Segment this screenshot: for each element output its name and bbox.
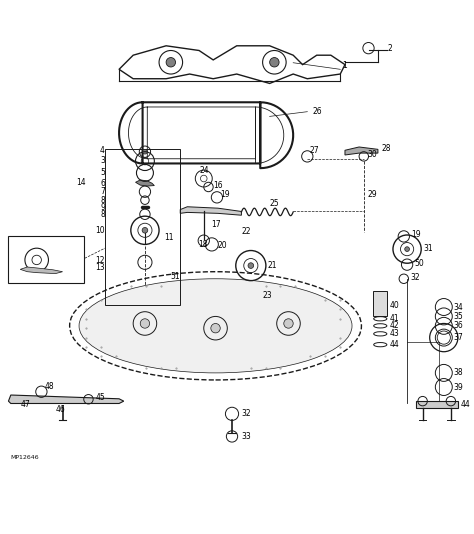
Text: 33: 33 bbox=[241, 432, 251, 441]
Text: 35: 35 bbox=[453, 312, 463, 321]
Text: 40: 40 bbox=[390, 301, 400, 310]
Text: 37: 37 bbox=[453, 333, 463, 342]
Ellipse shape bbox=[79, 279, 352, 373]
Polygon shape bbox=[345, 147, 378, 155]
Text: 44: 44 bbox=[390, 340, 400, 349]
Text: 27: 27 bbox=[310, 146, 319, 155]
Text: 23: 23 bbox=[263, 290, 272, 300]
Text: 5: 5 bbox=[100, 168, 105, 177]
Text: 19: 19 bbox=[411, 231, 420, 239]
Circle shape bbox=[405, 247, 410, 252]
Text: 38: 38 bbox=[453, 368, 463, 378]
Text: 31: 31 bbox=[423, 244, 433, 253]
Text: 16: 16 bbox=[213, 181, 223, 190]
Circle shape bbox=[140, 319, 150, 328]
Text: 43: 43 bbox=[390, 329, 400, 339]
Text: 34: 34 bbox=[453, 302, 463, 311]
Text: 3: 3 bbox=[100, 156, 105, 165]
Text: 24: 24 bbox=[199, 166, 209, 175]
Text: 17: 17 bbox=[211, 220, 220, 229]
Text: 36: 36 bbox=[453, 321, 463, 331]
Text: 47: 47 bbox=[20, 400, 30, 409]
FancyBboxPatch shape bbox=[373, 290, 387, 317]
Text: 10: 10 bbox=[95, 226, 105, 235]
Text: 50: 50 bbox=[415, 259, 424, 268]
Polygon shape bbox=[180, 207, 241, 215]
Text: 48: 48 bbox=[45, 382, 55, 391]
Text: 20: 20 bbox=[218, 241, 228, 250]
Text: 46: 46 bbox=[55, 405, 65, 414]
Circle shape bbox=[284, 319, 293, 328]
Text: 14: 14 bbox=[76, 178, 86, 187]
Circle shape bbox=[166, 58, 175, 67]
Circle shape bbox=[270, 58, 279, 67]
Text: 7: 7 bbox=[100, 187, 105, 196]
Text: 25: 25 bbox=[270, 199, 279, 208]
Text: 44: 44 bbox=[460, 400, 470, 409]
Text: 13: 13 bbox=[95, 263, 105, 271]
Text: 11: 11 bbox=[164, 233, 173, 242]
Text: 8: 8 bbox=[100, 210, 105, 219]
Text: 41: 41 bbox=[390, 315, 399, 323]
Text: 51: 51 bbox=[171, 272, 181, 281]
Text: 32: 32 bbox=[411, 273, 420, 282]
FancyBboxPatch shape bbox=[9, 237, 84, 284]
Text: 4: 4 bbox=[100, 146, 105, 155]
Text: 6: 6 bbox=[100, 179, 105, 188]
Text: 22: 22 bbox=[241, 227, 251, 236]
Text: 30: 30 bbox=[367, 150, 377, 159]
Text: 1: 1 bbox=[343, 61, 347, 70]
Circle shape bbox=[211, 324, 220, 333]
Text: 21: 21 bbox=[267, 261, 277, 270]
Text: 2: 2 bbox=[387, 44, 392, 53]
Text: 42: 42 bbox=[390, 321, 399, 331]
Text: 8: 8 bbox=[100, 195, 105, 205]
Circle shape bbox=[142, 227, 148, 233]
Text: 28: 28 bbox=[382, 144, 391, 153]
Text: 19: 19 bbox=[220, 190, 230, 199]
Text: 18: 18 bbox=[198, 240, 208, 249]
Text: 32: 32 bbox=[241, 410, 251, 418]
Text: 45: 45 bbox=[96, 394, 105, 402]
Text: 9: 9 bbox=[100, 203, 105, 211]
Text: 29: 29 bbox=[367, 190, 377, 199]
Polygon shape bbox=[416, 401, 458, 408]
Polygon shape bbox=[9, 395, 124, 404]
Circle shape bbox=[248, 263, 254, 269]
Text: 26: 26 bbox=[312, 107, 322, 116]
Polygon shape bbox=[20, 267, 63, 273]
Polygon shape bbox=[136, 180, 155, 186]
Circle shape bbox=[143, 150, 147, 154]
Text: 39: 39 bbox=[453, 382, 463, 391]
Text: MP12646: MP12646 bbox=[11, 455, 39, 460]
Text: 12: 12 bbox=[95, 256, 105, 265]
Text: 49: 49 bbox=[25, 247, 35, 256]
